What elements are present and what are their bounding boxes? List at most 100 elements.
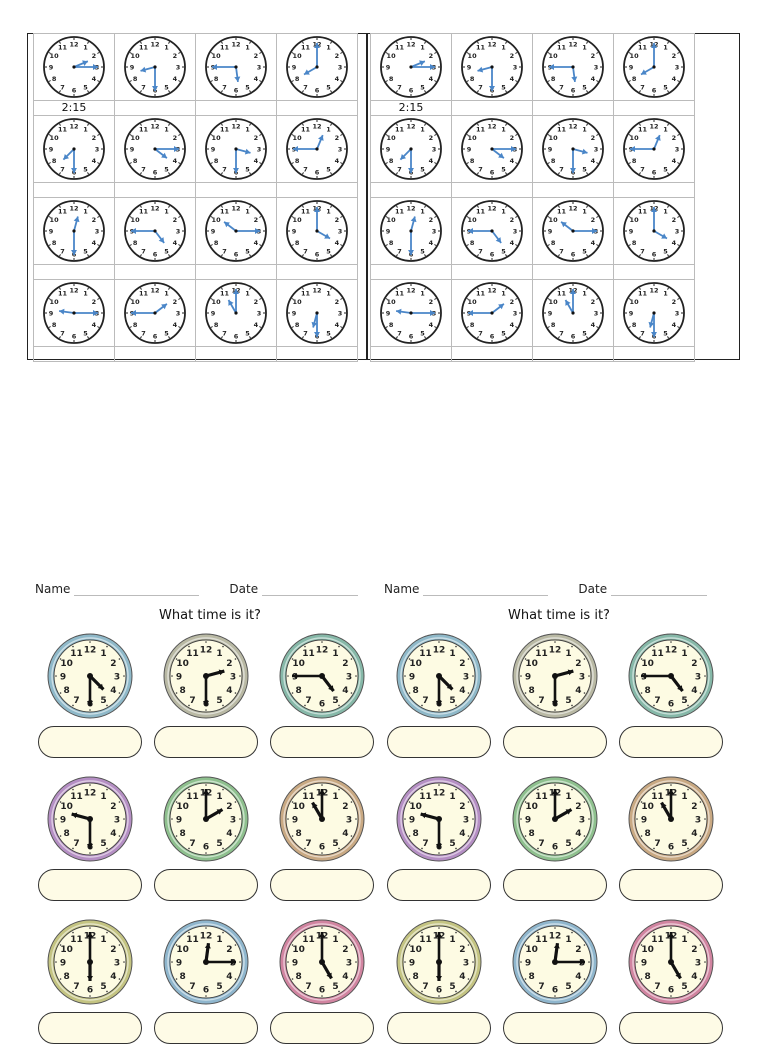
date-field[interactable]	[611, 582, 708, 596]
answer-cell[interactable]	[276, 182, 358, 198]
answer-box[interactable]	[387, 726, 491, 758]
svg-text:1: 1	[420, 126, 425, 134]
answer-box[interactable]	[38, 726, 142, 758]
svg-text:6: 6	[203, 986, 209, 996]
answer-cell[interactable]	[276, 264, 358, 280]
answer-cell[interactable]	[114, 182, 196, 198]
svg-text:9: 9	[211, 310, 216, 318]
answer-cell[interactable]	[451, 182, 533, 198]
svg-text:4: 4	[672, 157, 677, 165]
answer-box[interactable]	[270, 726, 374, 758]
svg-text:1: 1	[501, 44, 506, 52]
svg-text:5: 5	[332, 982, 338, 992]
svg-text:3: 3	[675, 64, 680, 72]
svg-text:11: 11	[476, 44, 486, 52]
svg-text:3: 3	[257, 64, 262, 72]
answer-box[interactable]	[503, 726, 607, 758]
svg-text:6: 6	[234, 251, 239, 259]
answer-box[interactable]	[154, 1012, 258, 1044]
svg-text:12: 12	[433, 789, 446, 799]
answer-cell[interactable]	[451, 264, 533, 280]
svg-text:4: 4	[575, 829, 581, 839]
svg-text:11: 11	[139, 208, 149, 216]
answer-box[interactable]	[154, 726, 258, 758]
worksheet-right: Name Date What time is it? 1234567891011…	[384, 578, 734, 1044]
svg-text:4: 4	[110, 829, 116, 839]
svg-text:11: 11	[638, 44, 648, 52]
answer-cell[interactable]	[114, 264, 196, 280]
svg-text:5: 5	[582, 83, 587, 91]
worksheet-title: What time is it?	[159, 608, 261, 623]
answer-cell[interactable]	[195, 182, 277, 198]
svg-text:4: 4	[342, 972, 348, 982]
svg-text:11: 11	[70, 792, 83, 802]
answer-cell[interactable]	[195, 100, 277, 116]
answer-cell[interactable]	[370, 264, 452, 280]
answer-cell[interactable]	[276, 100, 358, 116]
svg-text:10: 10	[131, 52, 141, 60]
name-field[interactable]	[423, 582, 549, 596]
answer-cell[interactable]	[195, 346, 277, 362]
svg-text:10: 10	[549, 216, 559, 224]
answer-cell[interactable]	[613, 346, 695, 362]
svg-text:2: 2	[575, 659, 581, 669]
svg-text:4: 4	[591, 75, 596, 83]
svg-text:11: 11	[557, 290, 567, 298]
answer-cell[interactable]	[613, 182, 695, 198]
answer-box[interactable]	[38, 1012, 142, 1044]
name-label: Name	[35, 582, 71, 596]
answer-cell[interactable]	[532, 346, 614, 362]
answer-cell[interactable]	[276, 346, 358, 362]
answer-cell[interactable]	[613, 100, 695, 116]
answer-cell[interactable]	[451, 100, 533, 116]
date-field[interactable]	[262, 582, 359, 596]
svg-text:4: 4	[691, 972, 697, 982]
svg-text:5: 5	[420, 247, 425, 255]
svg-text:1: 1	[582, 126, 587, 134]
answer-box[interactable]	[619, 1012, 723, 1044]
answer-cell[interactable]	[33, 264, 115, 280]
answer-cell[interactable]	[195, 264, 277, 280]
answer-cell[interactable]	[532, 182, 614, 198]
answer-box[interactable]	[619, 726, 723, 758]
svg-text:9: 9	[525, 673, 531, 683]
svg-text:11: 11	[58, 290, 68, 298]
name-field[interactable]	[74, 582, 200, 596]
answer-cell[interactable]	[33, 346, 115, 362]
answer-cell[interactable]	[370, 346, 452, 362]
name-date-line: Name Date	[384, 578, 734, 596]
answer-cell[interactable]	[33, 182, 115, 198]
answer-cell[interactable]	[114, 100, 196, 116]
svg-text:1: 1	[164, 126, 169, 134]
answer-box[interactable]	[387, 1012, 491, 1044]
answer-box[interactable]	[270, 869, 374, 901]
svg-text:1: 1	[332, 649, 338, 659]
answer-cell[interactable]	[532, 100, 614, 116]
answer-box[interactable]	[503, 869, 607, 901]
svg-text:12: 12	[549, 932, 562, 942]
answer-cell[interactable]	[114, 346, 196, 362]
answer-box[interactable]	[38, 869, 142, 901]
svg-text:12: 12	[406, 205, 415, 213]
answer-cell[interactable]	[451, 346, 533, 362]
answer-cell[interactable]: 2:15	[33, 100, 115, 116]
answer-box[interactable]	[503, 1012, 607, 1044]
svg-text:8: 8	[528, 686, 534, 696]
answer-cell[interactable]: 2:15	[370, 100, 452, 116]
answer-box[interactable]	[387, 869, 491, 901]
svg-text:10: 10	[468, 52, 478, 60]
svg-text:11: 11	[302, 792, 315, 802]
svg-text:9: 9	[629, 228, 634, 236]
svg-text:4: 4	[591, 157, 596, 165]
svg-text:8: 8	[52, 239, 57, 247]
svg-text:10: 10	[387, 298, 397, 306]
answer-box[interactable]	[619, 869, 723, 901]
answer-cell[interactable]	[613, 264, 695, 280]
answer-cell[interactable]	[370, 182, 452, 198]
answer-box[interactable]	[270, 1012, 374, 1044]
answer-box[interactable]	[154, 869, 258, 901]
answer-cell[interactable]	[532, 264, 614, 280]
